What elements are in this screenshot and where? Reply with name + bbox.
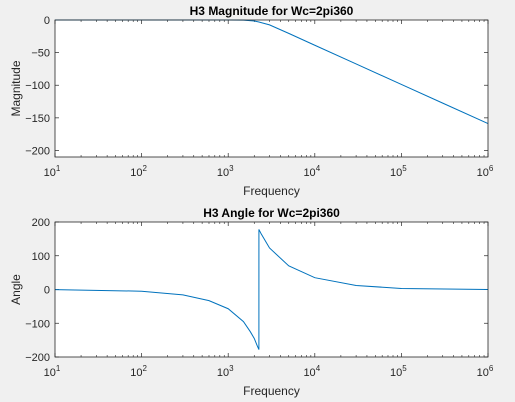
x-tick-label-base: 10: [390, 167, 402, 179]
y-axis-label: Angle: [9, 274, 23, 305]
x-tick-label: 103: [217, 364, 234, 379]
x-tick-label-exponent: 2: [142, 164, 147, 173]
x-tick-label-exponent: 1: [56, 164, 61, 173]
x-tick-label-exponent: 4: [316, 364, 321, 373]
x-tick-label-base: 10: [44, 167, 56, 179]
x-tick-label-exponent: 1: [56, 364, 61, 373]
x-tick-label: 103: [217, 164, 234, 179]
y-tick-label: −200: [25, 352, 50, 364]
y-tick-label: −100: [25, 318, 50, 330]
x-tick-label-exponent: 4: [316, 164, 321, 173]
x-tick-label-exponent: 5: [402, 164, 407, 173]
series-line-1: [54, 229, 489, 350]
x-tick-label-exponent: 2: [142, 364, 147, 373]
x-tick-label-base: 10: [477, 167, 489, 179]
chart-title: H3 Angle for Wc=2pi360: [203, 206, 340, 220]
x-tick-label-base: 10: [390, 367, 402, 379]
x-tick-label-base: 10: [303, 367, 315, 379]
plot-area: [55, 20, 488, 157]
y-tick-label: 200: [32, 217, 50, 229]
x-tick-label-exponent: 3: [229, 164, 234, 173]
chart-title: H3 Magnitude for Wc=2pi360: [190, 4, 354, 18]
y-tick-label: 0: [44, 285, 50, 297]
x-tick-label: 104: [303, 364, 320, 379]
y-tick-label: −50: [31, 48, 50, 60]
x-tick-label-base: 10: [130, 167, 142, 179]
x-tick-label: 102: [130, 164, 147, 179]
y-tick-label: −100: [25, 80, 50, 92]
y-tick-label: 0: [44, 15, 50, 27]
x-tick-label: 104: [303, 164, 320, 179]
axes-box: [54, 19, 489, 158]
x-tick-label: 106: [477, 364, 494, 379]
x-tick-label-exponent: 3: [229, 364, 234, 373]
x-tick-label: 106: [477, 164, 494, 179]
x-axis-label: Frequency: [243, 384, 300, 398]
x-tick-label-exponent: 5: [402, 364, 407, 373]
x-axis-label: Frequency: [243, 184, 300, 198]
y-tick-label: −150: [25, 113, 50, 125]
x-tick-label-base: 10: [217, 167, 229, 179]
x-tick-label-exponent: 6: [489, 364, 494, 373]
x-tick-label: 105: [390, 364, 407, 379]
plot-area: [55, 222, 488, 357]
x-tick-label-base: 10: [303, 167, 315, 179]
x-tick-label: 101: [44, 164, 61, 179]
x-tick-label-base: 10: [130, 367, 142, 379]
x-tick-label-base: 10: [217, 367, 229, 379]
x-tick-label-exponent: 6: [489, 164, 494, 173]
x-tick-label-base: 10: [44, 367, 56, 379]
x-tick-label: 101: [44, 364, 61, 379]
x-tick-label: 105: [390, 164, 407, 179]
x-tick-label-base: 10: [477, 367, 489, 379]
x-tick-label: 102: [130, 364, 147, 379]
y-axis-label: Magnitude: [9, 60, 23, 116]
y-tick-label: −200: [25, 145, 50, 157]
y-tick-label: 100: [32, 251, 50, 263]
axes-box: [54, 221, 489, 358]
